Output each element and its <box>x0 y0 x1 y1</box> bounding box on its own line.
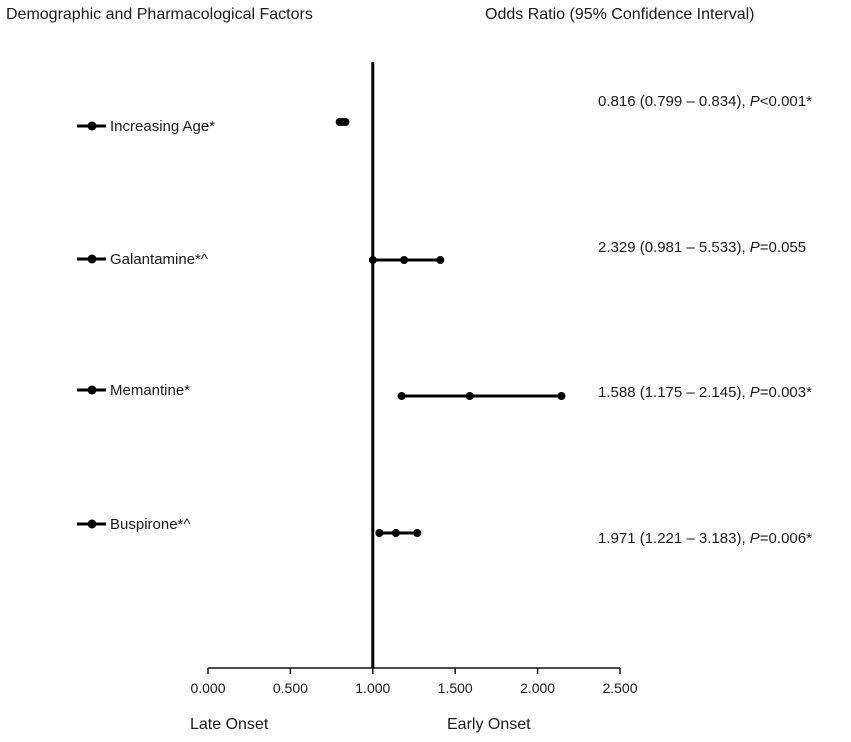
odds-ratio-ci: 0.816 (0.799 – 0.834), <box>598 93 750 110</box>
factor-marker-point <box>87 385 97 395</box>
factor-label: Galantamine*^ <box>110 251 208 268</box>
x-tick-label: 2.000 <box>520 680 555 696</box>
factor-label: Increasing Age* <box>110 118 215 135</box>
right-header: Odds Ratio (95% Confidence Interval) <box>485 6 755 23</box>
p-value-letter: P <box>750 93 760 110</box>
estimate-point <box>400 256 409 264</box>
factor-label: Buspirone*^ <box>110 516 190 533</box>
left-header: Demographic and Pharmacological Factors <box>6 6 313 23</box>
odds-ratio-text: 0.816 (0.799 – 0.834), P<0.001* <box>598 93 812 110</box>
ci-lower-point <box>375 529 384 537</box>
estimate-point <box>391 529 400 537</box>
ci-upper-point <box>557 392 566 400</box>
p-value: =0.003* <box>760 384 812 401</box>
ci-upper-point <box>436 256 445 264</box>
odds-ratio-ci: 1.588 (1.175 – 2.145), <box>598 384 750 401</box>
p-value: =0.006* <box>760 530 812 547</box>
p-value: <0.001* <box>760 93 812 110</box>
ci-lower-point <box>397 392 406 400</box>
x-axis-label-early-onset: Early Onset <box>447 716 531 733</box>
p-value: =0.055 <box>760 239 806 256</box>
x-axis-label-late-onset: Late Onset <box>190 716 269 733</box>
x-tick-label: 2.500 <box>602 680 637 696</box>
odds-ratio-ci: 1.971 (1.221 – 3.183), <box>598 530 750 547</box>
factor-marker-point <box>87 254 97 264</box>
x-tick-label: 1.000 <box>355 680 390 696</box>
p-value-letter: P <box>750 384 760 401</box>
factor-marker-point <box>87 519 97 529</box>
factor-label: Memantine* <box>110 382 190 399</box>
factor-marker-point <box>87 121 97 131</box>
ci-upper-point <box>341 118 350 126</box>
ci-lower-point <box>368 256 377 264</box>
p-value-letter: P <box>750 239 760 256</box>
x-tick-label: 0.000 <box>190 680 225 696</box>
estimate-point <box>465 392 474 400</box>
odds-ratio-ci: 2.329 (0.981 – 5.533), <box>598 239 750 256</box>
ci-upper-point <box>413 529 422 537</box>
x-tick-label: 0.500 <box>273 680 308 696</box>
odds-ratio-text: 1.971 (1.221 – 3.183), P=0.006* <box>598 530 812 547</box>
x-tick-label: 1.500 <box>438 680 473 696</box>
odds-ratio-text: 2.329 (0.981 – 5.533), P=0.055 <box>598 239 806 256</box>
p-value-letter: P <box>750 530 760 547</box>
odds-ratio-text: 1.588 (1.175 – 2.145), P=0.003* <box>598 384 812 401</box>
